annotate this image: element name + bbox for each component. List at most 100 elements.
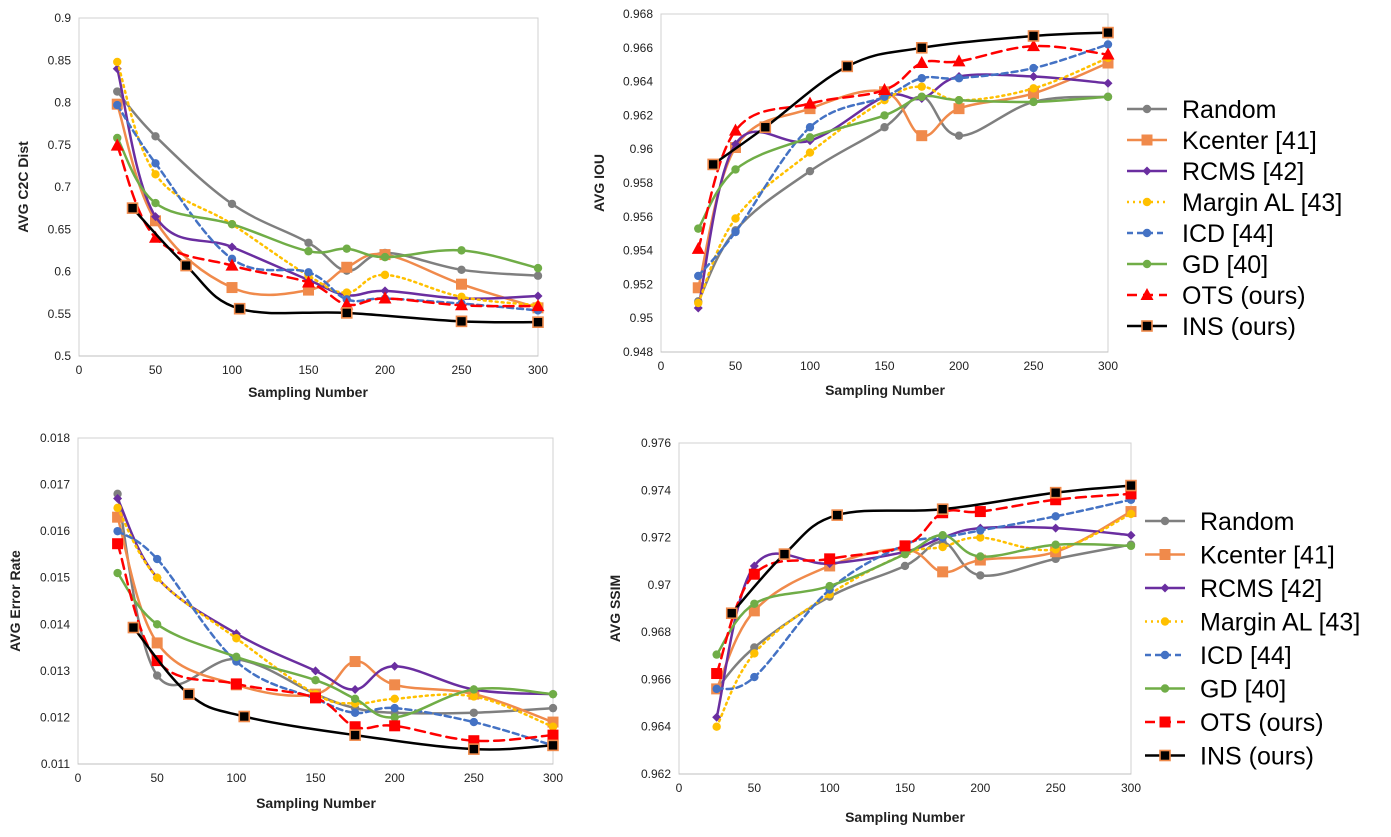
marker-random bbox=[976, 571, 985, 580]
marker-ins-ours bbox=[725, 607, 738, 620]
x-tick-label: 100 bbox=[222, 363, 242, 377]
marker-random bbox=[151, 132, 160, 141]
x-tick-label: 250 bbox=[1046, 781, 1066, 795]
marker-gd-40 bbox=[533, 263, 543, 273]
marker-margin-al-43 bbox=[750, 649, 759, 658]
marker-gd-40 bbox=[311, 675, 320, 685]
x-axis-title: Sampling Number bbox=[256, 795, 376, 811]
marker-kcenter-41 bbox=[226, 282, 238, 294]
marker-icd-44 bbox=[350, 708, 360, 717]
marker-rcms-42 bbox=[1051, 523, 1061, 533]
marker-ins-ours bbox=[468, 743, 480, 755]
marker-kcenter-41 bbox=[349, 656, 361, 668]
marker-icd-44 bbox=[1103, 40, 1113, 49]
marker-random bbox=[227, 199, 237, 209]
marker-rcms-42 bbox=[311, 666, 320, 676]
marker-margin-al-43 bbox=[548, 722, 558, 731]
marker-kcenter-41 bbox=[916, 130, 928, 142]
marker-ots-ours bbox=[1027, 39, 1040, 52]
marker-kcenter-41 bbox=[547, 716, 559, 728]
x-tick-label: 0 bbox=[75, 771, 82, 785]
legend-entry-gd-40: GD [40] bbox=[1127, 251, 1268, 279]
x-tick-label: 150 bbox=[298, 363, 318, 377]
plot-frame bbox=[660, 13, 1109, 353]
marker-kcenter-41 bbox=[1028, 87, 1039, 99]
y-tick-label: 0.012 bbox=[40, 710, 70, 724]
marker-ots-ours bbox=[389, 720, 401, 732]
marker-rcms-42 bbox=[1142, 166, 1152, 176]
y-tick-label: 0.952 bbox=[623, 277, 653, 291]
chart-avg-ssim: 0.962 0.964 0.966 0.968 0.97 0.972 0.974 0.976 0… bbox=[607, 436, 1141, 825]
marker-ins-ours bbox=[936, 503, 949, 516]
y-tick-label: 0.966 bbox=[623, 41, 653, 55]
legend-label: INS (ours) bbox=[1200, 743, 1314, 771]
marker-icd-44 bbox=[469, 717, 479, 727]
marker-random bbox=[469, 708, 479, 717]
marker-ots-ours bbox=[899, 540, 911, 552]
x-tick-label: 0 bbox=[76, 363, 83, 377]
y-tick-label: 0.016 bbox=[40, 524, 70, 538]
y-axis-title: AVG IOU bbox=[591, 154, 607, 212]
marker-ots-ours bbox=[310, 692, 321, 704]
legend-label: RCMS [42] bbox=[1182, 158, 1304, 186]
marker-rcms-42 bbox=[1160, 583, 1170, 593]
y-tick-label: 0.96 bbox=[630, 142, 654, 156]
marker-gd-40 bbox=[938, 531, 947, 540]
marker-gd-40 bbox=[1029, 97, 1038, 107]
x-tick-label: 200 bbox=[949, 359, 969, 373]
series-kcenter-41 bbox=[111, 98, 544, 314]
legend-entry-random: Random bbox=[1145, 508, 1295, 536]
marker-gd-40 bbox=[548, 689, 558, 699]
series-margin-al-43 bbox=[694, 53, 1113, 308]
x-axis-title: Sampling Number bbox=[845, 809, 965, 825]
legend-label: GD [40] bbox=[1200, 676, 1286, 704]
legend-label: INS (ours) bbox=[1182, 313, 1296, 341]
marker-gd-40 bbox=[954, 95, 964, 105]
marker-ots-ours bbox=[112, 538, 124, 550]
marker-icd-44 bbox=[1142, 228, 1152, 238]
marker-random bbox=[1142, 104, 1152, 114]
marker-random bbox=[152, 671, 162, 680]
legend-entry-ins-ours: INS (ours) bbox=[1145, 743, 1314, 771]
marker-kcenter-41 bbox=[937, 566, 949, 578]
y-tick-label: 0.014 bbox=[40, 617, 70, 631]
marker-ots-ours bbox=[468, 735, 480, 747]
x-tick-label: 50 bbox=[149, 363, 163, 377]
x-tick-label: 300 bbox=[528, 363, 548, 377]
marker-ins-ours bbox=[349, 729, 361, 741]
marker-random bbox=[880, 123, 889, 132]
marker-gd-40 bbox=[151, 198, 160, 208]
marker-rcms-42 bbox=[350, 684, 360, 694]
x-tick-label: 300 bbox=[1121, 781, 1141, 795]
legend-label: Kcenter [41] bbox=[1182, 127, 1317, 155]
y-tick-label: 0.968 bbox=[623, 7, 653, 21]
x-axis-title: Sampling Number bbox=[248, 384, 368, 400]
marker-gd-40 bbox=[712, 650, 721, 659]
marker-kcenter-41 bbox=[748, 605, 760, 617]
marker-random bbox=[805, 166, 815, 176]
legend-label: Margin AL [43] bbox=[1182, 189, 1342, 217]
y-axis-title: AVG SSIM bbox=[607, 575, 623, 642]
marker-gd-40 bbox=[976, 552, 985, 561]
y-tick-label: 0.018 bbox=[40, 431, 70, 445]
y-tick-label: 0.95 bbox=[630, 311, 654, 325]
marker-rcms-42 bbox=[533, 291, 543, 301]
legend-entry-ots-ours: OTS (ours) bbox=[1145, 709, 1324, 737]
marker-ots-ours bbox=[915, 56, 929, 69]
marker-ots-ours bbox=[230, 678, 242, 690]
marker-gd-40 bbox=[152, 620, 162, 629]
marker-margin-al-43 bbox=[151, 170, 160, 179]
legend-label: OTS (ours) bbox=[1200, 709, 1324, 737]
marker-ots-ours bbox=[729, 123, 742, 136]
marker-gd-40 bbox=[380, 252, 390, 262]
chart-avg-error-rate: 0.011 0.012 0.013 0.014 0.015 0.016 0.017 0.018… bbox=[7, 431, 563, 811]
marker-gd-40 bbox=[342, 244, 351, 253]
marker-ots-ours bbox=[302, 275, 315, 288]
marker-rcms-42 bbox=[749, 561, 759, 571]
y-tick-label: 0.956 bbox=[623, 210, 653, 224]
series-ins-ours bbox=[127, 621, 559, 755]
marker-margin-al-43 bbox=[390, 694, 399, 703]
marker-ins-ours bbox=[1141, 320, 1153, 332]
x-tick-label: 50 bbox=[729, 359, 743, 373]
marker-kcenter-41 bbox=[112, 511, 124, 523]
